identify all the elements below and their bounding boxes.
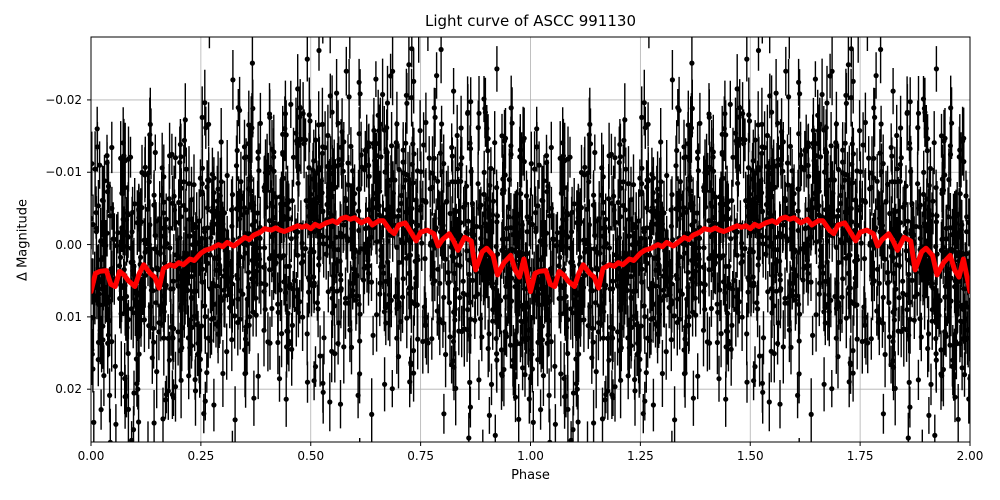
y-tick-label: −0.02: [45, 92, 82, 107]
x-tick-label: 0.00: [77, 449, 105, 463]
model-curve: [91, 214, 970, 295]
x-tick-label: 1.75: [846, 449, 874, 463]
observation-errorbars: [91, 37, 970, 442]
y-axis-label: Δ Magnitude: [15, 199, 31, 281]
axis-ticks: [87, 99, 971, 446]
x-tick-label: 1.25: [627, 449, 654, 463]
x-tick-label: 0.50: [297, 449, 325, 463]
y-tick-label: −0.01: [45, 165, 82, 180]
x-tick-label: 1.00: [517, 449, 544, 463]
y-tick-label: 0.01: [55, 309, 82, 324]
x-axis-label: Phase: [511, 468, 550, 483]
x-tick-label: 0.25: [187, 449, 215, 463]
y-tick-label: 0.00: [55, 237, 82, 252]
chart-title: Light curve of ASCC 991130: [425, 12, 636, 30]
x-tick-label: 2.00: [956, 449, 984, 463]
x-tick-label: 0.75: [407, 449, 434, 463]
x-tick-label: 1.50: [736, 449, 764, 463]
y-tick-label: 0.02: [55, 382, 82, 397]
